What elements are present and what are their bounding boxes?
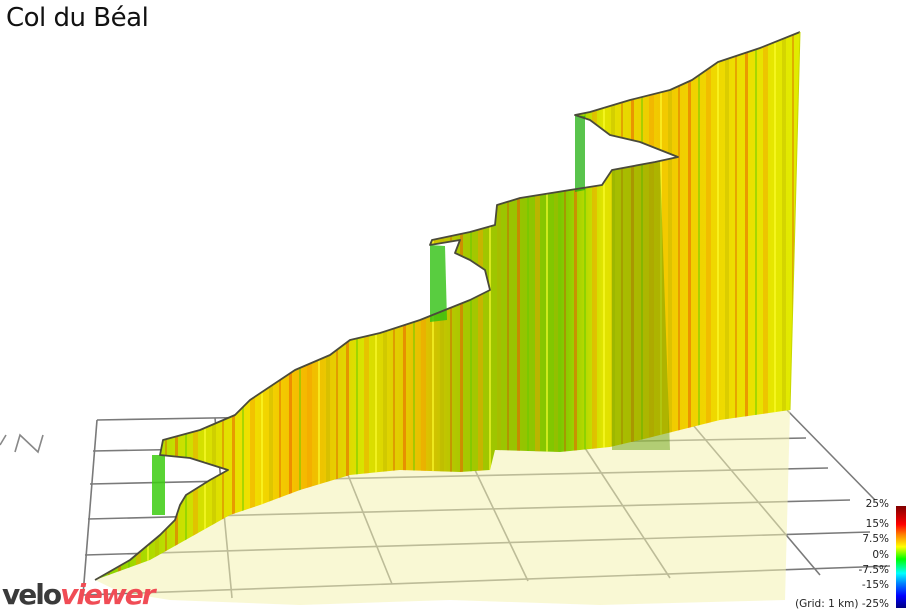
legend-tick-neg-15: -15% <box>861 579 889 591</box>
legend-tick-neg-25: (Grid: 1 km) -25% <box>795 598 889 610</box>
legend-tick-neg-7-5: -7.5% <box>858 564 889 576</box>
logo-velo: velo <box>2 578 62 611</box>
gradient-legend: 25% 15% 7.5% 0% -7.5% -15% (Grid: 1 km) … <box>780 496 907 613</box>
profile-wall <box>94 31 801 581</box>
compass-north-icon <box>0 433 44 454</box>
grid-note: (Grid: 1 km) <box>795 598 859 610</box>
veloviewer-logo[interactable]: veloviewer <box>2 578 156 611</box>
legend-tick-7-5: 7.5% <box>862 533 889 545</box>
gradient-colorbar <box>896 506 906 608</box>
profile-reflection <box>95 410 790 605</box>
page-title: Col du Béal <box>6 3 149 33</box>
logo-viewer: viewer <box>60 578 156 611</box>
legend-tick-0: 0% <box>872 549 889 561</box>
legend-tick-25: 25% <box>865 498 889 510</box>
legend-tick-15: 15% <box>865 518 889 530</box>
